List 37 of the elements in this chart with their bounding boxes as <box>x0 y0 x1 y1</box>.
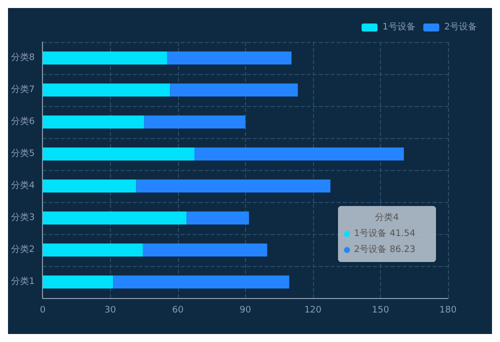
bar <box>42 84 170 96</box>
bar <box>42 116 144 128</box>
legend-label: 1号设备 <box>382 22 416 32</box>
bar <box>42 52 168 64</box>
x-tick-label: 120 <box>304 306 322 316</box>
bar <box>194 148 404 160</box>
bar <box>170 84 298 96</box>
x-tick-label: 180 <box>439 306 457 316</box>
bar <box>113 276 290 288</box>
annotation: 2号设备 86.23 <box>354 244 416 257</box>
y-tick-label: 分类5 <box>10 148 35 159</box>
y-tick-label: 分类3 <box>10 212 35 223</box>
y-tick-label: 分类4 <box>10 180 35 191</box>
y-tick-label: 分类1 <box>10 276 35 287</box>
bar <box>142 244 268 256</box>
bar <box>136 180 330 192</box>
bar <box>42 212 187 224</box>
y-tick-label: 分类6 <box>10 116 35 127</box>
x-tick-label: 90 <box>240 306 252 316</box>
annotation: 分类4 <box>374 212 400 225</box>
annotation: 1号设备 41.54 <box>354 228 416 241</box>
tooltip-card: 分类4 1号设备 41.54 2号设备 86.23 <box>338 206 436 262</box>
bar <box>144 116 246 128</box>
y-tick-label: 分类8 <box>10 52 35 63</box>
y-tick-label: 分类2 <box>10 244 35 255</box>
x-tick-label: 30 <box>104 306 116 316</box>
bar <box>42 148 194 160</box>
legend-label: 2号设备 <box>444 22 478 32</box>
x-tick-label: 60 <box>172 306 184 316</box>
bar <box>42 244 143 256</box>
x-tick-label: 150 <box>372 306 390 316</box>
x-tick-label: 0 <box>40 306 46 316</box>
bar <box>167 52 292 64</box>
bar <box>42 276 114 288</box>
bar <box>42 180 136 192</box>
y-tick-label: 分类7 <box>10 84 35 95</box>
bar <box>186 212 249 224</box>
